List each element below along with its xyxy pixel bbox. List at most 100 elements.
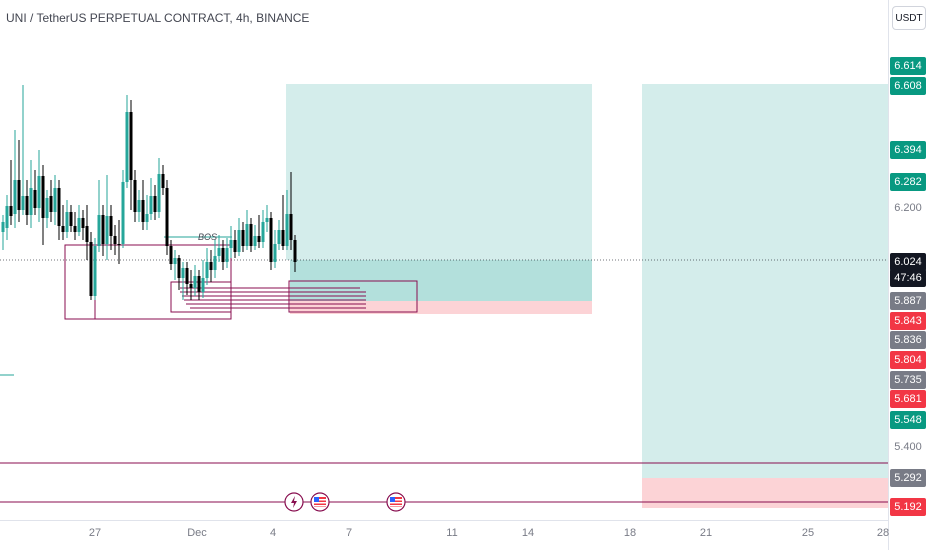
- candle-body: [41, 176, 45, 218]
- candle-body: [277, 230, 281, 244]
- dividend-event-icon[interactable]: [284, 492, 304, 512]
- candle-body: [9, 206, 13, 216]
- candle-body: [101, 215, 105, 244]
- candle-body: [125, 112, 129, 182]
- us-flag-event-icon[interactable]: [310, 492, 330, 512]
- candle-body: [293, 240, 297, 262]
- candle-body: [213, 256, 217, 270]
- candle-body: [221, 248, 225, 262]
- candle-body: [49, 196, 53, 212]
- price-label-5-681: 5.681: [890, 390, 926, 408]
- candle-body: [17, 180, 21, 210]
- price-label-47-46: 47:46: [890, 269, 926, 287]
- long-position-1-profit-zone[interactable]: [286, 84, 592, 260]
- candle-body: [81, 218, 85, 228]
- time-label-27: 27: [88, 527, 102, 539]
- candle-body: [237, 230, 241, 252]
- price-label-6-282: 6.282: [890, 173, 926, 191]
- candle-body: [257, 236, 261, 242]
- time-label-25: 25: [801, 527, 815, 539]
- candle-body: [225, 248, 229, 262]
- time-label-21: 21: [699, 527, 713, 539]
- candle-body: [177, 258, 181, 278]
- price-label-5-804: 5.804: [890, 351, 926, 369]
- candle-body: [5, 206, 9, 228]
- candle-body: [269, 218, 273, 262]
- time-label-28: 28: [876, 527, 890, 539]
- candle-body: [153, 196, 157, 212]
- candle-body: [133, 180, 137, 212]
- candle-body: [209, 262, 213, 270]
- candle-body: [217, 248, 221, 256]
- candle-body: [273, 244, 277, 262]
- candle-body: [29, 188, 33, 215]
- candle-body: [181, 268, 185, 278]
- candle-body: [21, 196, 25, 210]
- candle-body: [205, 262, 209, 278]
- candle-body: [69, 212, 73, 226]
- liquidity-lines: [180, 287, 366, 309]
- candle-body: [193, 276, 197, 288]
- candles: [1, 85, 297, 300]
- candle-body: [57, 188, 61, 226]
- order-block-2[interactable]: [170, 281, 232, 313]
- candle-body: [121, 182, 125, 244]
- time-label-dec: Dec: [187, 527, 207, 539]
- candle-body: [93, 246, 97, 296]
- price-label-6-024: 6.024: [890, 253, 926, 271]
- chart-title: UNI / TetherUS PERPETUAL CONTRACT, 4h, B…: [6, 11, 310, 25]
- time-label-4: 4: [269, 527, 277, 539]
- candle-body: [137, 200, 141, 212]
- time-axis-border: [0, 520, 888, 521]
- currency-button[interactable]: USDT: [892, 6, 926, 30]
- candle-body: [105, 216, 109, 244]
- candle-body: [165, 188, 169, 246]
- candle-body: [25, 196, 29, 215]
- time-axis[interactable]: 27 Dec 4 7 11 14 18 21 25 28: [0, 520, 890, 550]
- candle-body: [185, 268, 189, 284]
- price-axis-border: [888, 0, 889, 550]
- price-label-6-200: 6.200: [894, 202, 922, 214]
- candle-body: [281, 230, 285, 246]
- price-label-5-735: 5.735: [890, 371, 926, 389]
- price-label-6-394: 6.394: [890, 141, 926, 159]
- candle-body: [45, 198, 49, 218]
- candle-body: [33, 190, 37, 208]
- candle-body: [141, 200, 145, 222]
- price-label-5-192: 5.192: [890, 498, 926, 516]
- price-label-5-887: 5.887: [890, 292, 926, 310]
- price-label-5-548: 5.548: [890, 411, 926, 429]
- candle-body: [201, 278, 205, 292]
- candle-body: [285, 214, 289, 246]
- time-label-18: 18: [623, 527, 637, 539]
- candle-body: [265, 218, 269, 222]
- candle-body: [89, 242, 93, 296]
- candle-body: [13, 180, 17, 214]
- candle-body: [161, 174, 165, 188]
- price-label-6-608: 6.608: [890, 77, 926, 95]
- candle-body: [261, 222, 265, 242]
- long-position-2-profit-zone[interactable]: [642, 84, 888, 478]
- candle-body: [77, 218, 81, 232]
- candle-body: [65, 212, 69, 232]
- candle-body: [37, 176, 41, 208]
- time-label-14: 14: [521, 527, 535, 539]
- candle-body: [157, 174, 161, 212]
- candle-body: [73, 226, 77, 232]
- candle-body: [229, 240, 233, 248]
- candle-body: [189, 284, 193, 288]
- candle-body: [241, 230, 245, 246]
- candle-body: [53, 188, 57, 212]
- candle-body: [197, 276, 201, 292]
- candle-body: [109, 216, 113, 236]
- candle-body: [117, 244, 121, 245]
- price-chart[interactable]: BOS: [0, 0, 888, 520]
- long-position-2-loss-zone[interactable]: [642, 478, 888, 508]
- candle-body: [245, 224, 249, 246]
- price-label-5-843: 5.843: [890, 312, 926, 330]
- candle-body: [289, 214, 293, 240]
- price-axis[interactable]: 6.614 6.608 6.394 6.282 6.200 6.024 47:46 5.887…: [888, 0, 932, 550]
- price-label-5-292: 5.292: [890, 469, 926, 487]
- candle-body: [61, 226, 65, 232]
- us-flag-event-icon-2[interactable]: [386, 492, 406, 512]
